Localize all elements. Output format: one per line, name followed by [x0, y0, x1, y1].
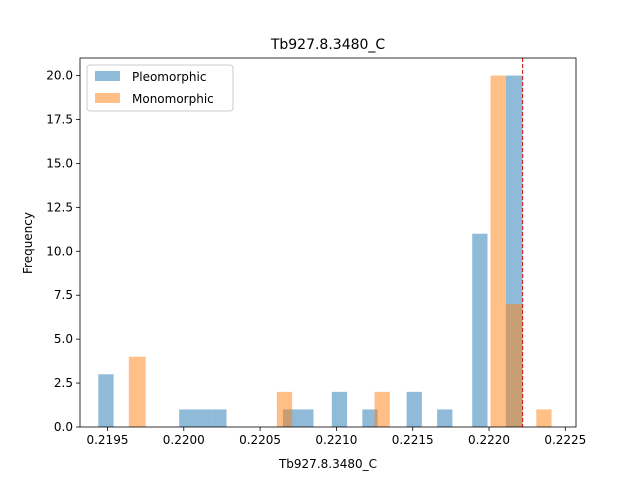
pleomorphic-bar — [194, 409, 212, 427]
x-tick-label: 0.2205 — [239, 433, 281, 447]
y-tick-label: 17.5 — [46, 113, 73, 127]
y-tick-label: 7.5 — [54, 288, 73, 302]
monomorphic-bar — [128, 356, 146, 427]
y-tick-label: 15.0 — [46, 156, 73, 170]
pleomorphic-bar — [406, 391, 422, 427]
monomorphic-bar — [276, 391, 293, 427]
monomorphic-bar — [505, 304, 523, 427]
legend-swatch — [95, 71, 120, 81]
legend-label: Pleomorphic — [132, 70, 206, 84]
pleomorphic-bar — [98, 374, 114, 427]
monomorphic-bar — [536, 409, 552, 427]
x-tick-label: 0.2225 — [544, 433, 586, 447]
bars-layer — [98, 75, 552, 427]
legend-swatch — [95, 93, 120, 103]
y-tick-label: 0.0 — [54, 420, 73, 434]
x-tick-label: 0.2200 — [163, 433, 205, 447]
legend-label: Monomorphic — [132, 92, 214, 106]
y-tick-label: 5.0 — [54, 332, 73, 346]
x-tick-label: 0.2220 — [468, 433, 510, 447]
legend-box — [86, 64, 234, 112]
y-tick-label: 10.0 — [46, 244, 73, 258]
pleomorphic-bar — [179, 409, 195, 427]
legend: Pleomorphic Monomorphic — [86, 64, 234, 112]
x-tick-label: 0.2215 — [392, 433, 434, 447]
monomorphic-bar — [374, 391, 390, 427]
x-tick-label: 0.2195 — [86, 433, 128, 447]
pleomorphic-bar — [362, 409, 378, 427]
pleomorphic-bar — [331, 391, 348, 427]
y-tick-label: 20.0 — [46, 69, 73, 83]
y-tick-label: 12.5 — [46, 200, 73, 214]
x-tick-label: 0.2210 — [315, 433, 357, 447]
pleomorphic-bar — [472, 233, 488, 427]
chart-title: Tb927.8.3480_C — [270, 37, 386, 53]
y-axis-label: Frequency — [21, 212, 35, 274]
pleomorphic-bar — [211, 409, 227, 427]
x-axis-label: Tb927.8.3480_C — [278, 457, 377, 471]
pleomorphic-bar — [437, 409, 453, 427]
ticks-layer: 0.2195 0.2200 0.2205 0.2210 0.2215 0.2220 0.22… — [46, 69, 586, 447]
pleomorphic-bar — [298, 409, 314, 427]
y-tick-label: 2.5 — [54, 376, 73, 390]
plot-frame — [79, 57, 577, 428]
axes-layer — [79, 57, 577, 428]
monomorphic-bar — [490, 75, 506, 427]
